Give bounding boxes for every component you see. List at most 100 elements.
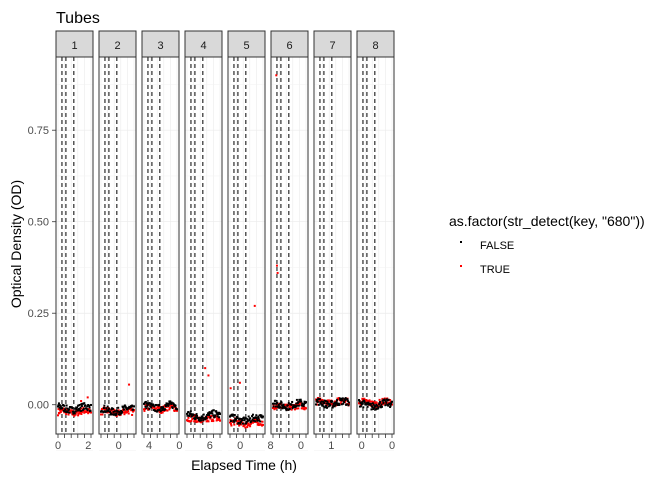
data-point-false (155, 403, 158, 406)
data-point-false (72, 410, 75, 413)
data-point-false (150, 406, 153, 409)
data-point-false (145, 407, 148, 410)
data-point-false (174, 404, 177, 407)
data-point-true (166, 409, 169, 412)
data-point-true (247, 422, 250, 425)
data-point-false (340, 397, 343, 400)
data-point-false (358, 400, 361, 403)
data-point-false (156, 409, 159, 412)
data-point-false (208, 411, 211, 414)
data-point-true (249, 425, 252, 428)
data-point-false (320, 403, 323, 406)
data-point-false (233, 414, 236, 417)
data-point-false (237, 421, 240, 424)
data-point-false (159, 409, 162, 412)
data-point-false (374, 405, 377, 408)
data-point-false (278, 406, 281, 409)
data-point-false (89, 409, 92, 412)
facet-strip-label: 3 (157, 40, 163, 52)
data-point-false (57, 402, 60, 405)
data-point-false (186, 412, 188, 415)
data-point-false (319, 402, 322, 405)
data-point-false (148, 407, 151, 410)
data-point-false (121, 410, 124, 413)
data-point-false (160, 406, 163, 409)
data-point-false (321, 404, 324, 407)
data-point-false (84, 404, 87, 407)
data-point-false (382, 401, 385, 404)
data-point-false (66, 407, 69, 410)
data-point-false (256, 419, 259, 422)
data-point-false (74, 410, 77, 413)
data-point-false (295, 402, 298, 405)
data-point-false (332, 404, 335, 407)
data-point-false (164, 408, 167, 411)
data-point-true (368, 399, 371, 402)
data-point-true (212, 420, 215, 423)
data-point-true (58, 412, 61, 415)
data-point-false (218, 416, 221, 419)
data-point-false (305, 401, 307, 404)
data-point-true (196, 420, 199, 423)
data-point-false (212, 414, 215, 417)
data-point-false (217, 413, 220, 416)
data-point-true (188, 420, 191, 423)
data-point-false (232, 419, 235, 422)
data-point-true (131, 413, 134, 416)
data-point-false (213, 415, 216, 418)
data-point-false (377, 406, 380, 409)
data-point-false (321, 403, 324, 406)
data-point-false (80, 405, 83, 408)
data-point-false (118, 411, 121, 414)
data-point-false (65, 404, 68, 407)
data-point-true (197, 420, 200, 423)
data-point-true (389, 399, 392, 402)
data-point-false (300, 400, 303, 403)
legend-key-true (460, 265, 462, 267)
data-point-false (277, 403, 280, 406)
data-point-false (79, 406, 82, 409)
data-point-true (122, 411, 125, 414)
data-point-false (282, 405, 285, 408)
facet-strip-label: 8 (372, 40, 378, 52)
data-point-false (167, 404, 170, 407)
data-point-false (285, 407, 288, 410)
data-point-true (161, 411, 164, 414)
data-point-false (240, 420, 242, 423)
data-point-true (272, 407, 274, 410)
data-point-false (258, 419, 261, 422)
data-point-false (341, 397, 344, 400)
data-point-false (107, 409, 110, 412)
data-point-false (156, 410, 159, 413)
data-point-true (255, 421, 258, 424)
data-point-true (242, 424, 245, 427)
data-point-false (109, 410, 112, 413)
panel-border (141, 56, 180, 435)
data-point-false (133, 405, 135, 408)
facet-panel-6: 6 (270, 30, 309, 451)
data-point-true (331, 403, 334, 406)
data-point-true (369, 400, 371, 403)
data-point-false (231, 413, 234, 416)
data-point-true (334, 400, 337, 403)
data-point-false (202, 419, 205, 422)
data-point-false (385, 398, 388, 401)
data-point-false (369, 403, 372, 406)
data-point-true (211, 418, 214, 421)
data-point-false (85, 407, 88, 410)
data-point-true (257, 422, 260, 425)
data-point-false (233, 420, 236, 423)
data-point-true (244, 426, 247, 429)
data-point-false (391, 400, 393, 403)
x-tick-label: 1 (328, 440, 334, 452)
data-point-true (57, 414, 59, 417)
data-point-false (361, 400, 364, 403)
data-point-false (380, 405, 383, 408)
data-point-false (131, 404, 134, 407)
data-point-false (229, 420, 232, 423)
facet-strip-label: 4 (200, 40, 206, 52)
data-point-false (296, 404, 299, 407)
data-point-false (375, 403, 378, 406)
data-point-true (261, 420, 264, 423)
data-point-outlier (275, 74, 278, 77)
